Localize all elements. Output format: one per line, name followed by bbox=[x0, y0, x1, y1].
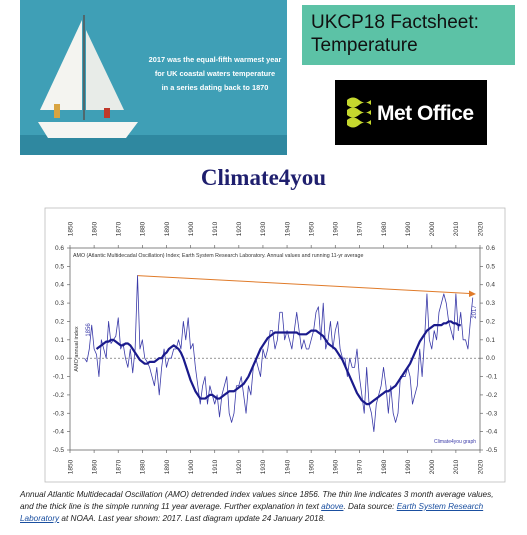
y-tick-label: 0.1 bbox=[55, 337, 64, 344]
x-tick-label-top: 1960 bbox=[333, 221, 340, 236]
x-tick-label-top: 2000 bbox=[429, 221, 436, 236]
y-tick-label-right: -0.1 bbox=[486, 374, 498, 381]
x-tick-label: 2020 bbox=[477, 459, 484, 474]
chart-title: AMO (Atlantic Multidecadal Oscillation) … bbox=[73, 253, 363, 259]
x-tick-label-top: 1900 bbox=[188, 221, 195, 236]
x-tick-label-top: 1940 bbox=[284, 221, 291, 236]
trend-arrowhead bbox=[469, 290, 476, 297]
x-tick-label-top: 1910 bbox=[212, 221, 219, 236]
sail bbox=[40, 20, 82, 110]
x-tick-label-top: 2020 bbox=[477, 221, 484, 236]
banner-text: 2017 was the equal-fifth warmest year bbox=[149, 55, 282, 64]
banner: 2017 was the equal-fifth warmest year fo… bbox=[20, 0, 287, 155]
met-office-logo: Met Office bbox=[335, 80, 487, 145]
factsheet-line: Temperature bbox=[311, 35, 418, 56]
site-title: Climate4you bbox=[200, 165, 327, 190]
x-tick-label: 1960 bbox=[333, 459, 340, 474]
x-tick-label: 1900 bbox=[188, 459, 195, 474]
x-tick-label: 1970 bbox=[357, 459, 364, 474]
x-tick-label: 1940 bbox=[284, 459, 291, 474]
x-tick-label: 2000 bbox=[429, 459, 436, 474]
sea bbox=[20, 135, 287, 155]
caption-text: at NOAA. Last year shown: 2017. Last dia… bbox=[59, 514, 326, 523]
annual-line bbox=[84, 275, 474, 433]
x-tick-label-top: 1920 bbox=[236, 221, 243, 236]
y-tick-label: 0.2 bbox=[55, 318, 64, 325]
sailor bbox=[54, 104, 60, 118]
x-tick-label: 2010 bbox=[453, 459, 460, 474]
caption-text: Annual Atlantic Multidecadal Oscillation… bbox=[20, 490, 494, 511]
x-tick-label: 1930 bbox=[260, 459, 267, 474]
x-tick-label-top: 1930 bbox=[260, 221, 267, 236]
x-tick-label-top: 1890 bbox=[164, 221, 171, 236]
x-tick-label: 1880 bbox=[140, 459, 147, 474]
y-tick-label-right: 0.5 bbox=[486, 263, 495, 270]
x-tick-label: 1990 bbox=[405, 459, 412, 474]
sailor bbox=[104, 108, 110, 118]
annotation: Climate4you graph bbox=[434, 439, 476, 445]
y-tick-label-right: 0.0 bbox=[486, 355, 495, 362]
x-tick-label-top: 1970 bbox=[357, 221, 364, 236]
annotation: 2017 bbox=[472, 305, 478, 319]
hull bbox=[38, 122, 138, 138]
caption-link[interactable]: Earth System Research Laboratory bbox=[20, 502, 484, 523]
x-tick-label-top: 1980 bbox=[381, 221, 388, 236]
x-tick-label-top: 2010 bbox=[453, 221, 460, 236]
trend-arrow bbox=[137, 275, 473, 295]
logo-text: Met Office bbox=[377, 102, 474, 125]
factsheet-label: UKCP18 Factsheet: Temperature bbox=[302, 5, 515, 65]
x-tick-label-top: 1990 bbox=[405, 221, 412, 236]
x-tick-label: 1980 bbox=[381, 459, 388, 474]
y-tick-label-right: 0.6 bbox=[486, 245, 495, 252]
y-tick-label-right: 0.2 bbox=[486, 318, 495, 325]
running-average-line bbox=[95, 320, 461, 406]
x-tick-label: 1850 bbox=[67, 459, 74, 474]
x-tick-label-top: 1880 bbox=[140, 221, 147, 236]
chart: AMO (Atlantic Multidecadal Oscillation) … bbox=[44, 207, 506, 483]
y-tick-label: 0.0 bbox=[55, 355, 64, 362]
x-tick-label-top: 1950 bbox=[308, 221, 315, 236]
y-tick-label: -0.1 bbox=[53, 374, 65, 381]
y-tick-label: 0.6 bbox=[55, 245, 64, 252]
x-tick-label: 1890 bbox=[164, 459, 171, 474]
y-tick-label-right: -0.5 bbox=[486, 447, 498, 454]
caption-text: . Data source: bbox=[343, 502, 397, 511]
banner-text: for UK coastal waters temperature bbox=[155, 69, 275, 78]
x-tick-label: 1950 bbox=[308, 459, 315, 474]
y-tick-label-right: -0.2 bbox=[486, 392, 498, 399]
y-tick-label: -0.5 bbox=[53, 447, 65, 454]
caption: Annual Atlantic Multidecadal Oscillation… bbox=[20, 489, 508, 525]
x-tick-label: 1860 bbox=[91, 459, 98, 474]
y-tick-label-right: 0.3 bbox=[486, 300, 495, 307]
y-axis-label: AMO annual index bbox=[74, 326, 80, 371]
y-tick-label: 0.3 bbox=[55, 300, 64, 307]
logo-mark bbox=[347, 97, 371, 128]
y-tick-label: -0.3 bbox=[53, 410, 65, 417]
factsheet-line: UKCP18 Factsheet: bbox=[311, 12, 479, 33]
x-tick-label: 1910 bbox=[212, 459, 219, 474]
caption-link[interactable]: above bbox=[321, 502, 344, 511]
x-tick-label: 1870 bbox=[116, 459, 123, 474]
y-tick-label-right: 0.4 bbox=[486, 282, 495, 289]
y-tick-label-right: -0.4 bbox=[486, 429, 498, 436]
y-tick-label-right: -0.3 bbox=[486, 410, 498, 417]
y-tick-label: 0.4 bbox=[55, 282, 64, 289]
x-tick-label-top: 1870 bbox=[116, 221, 123, 236]
y-tick-label: -0.4 bbox=[53, 429, 65, 436]
annotation: 1856 bbox=[86, 323, 92, 337]
y-tick-label: -0.2 bbox=[53, 392, 65, 399]
banner-text: in a series dating back to 1870 bbox=[162, 83, 269, 92]
x-tick-label-top: 1850 bbox=[67, 221, 74, 236]
x-tick-label-top: 1860 bbox=[91, 221, 98, 236]
sail bbox=[86, 30, 124, 110]
y-tick-label: 0.5 bbox=[55, 263, 64, 270]
y-tick-label-right: 0.1 bbox=[486, 337, 495, 344]
x-tick-label: 1920 bbox=[236, 459, 243, 474]
